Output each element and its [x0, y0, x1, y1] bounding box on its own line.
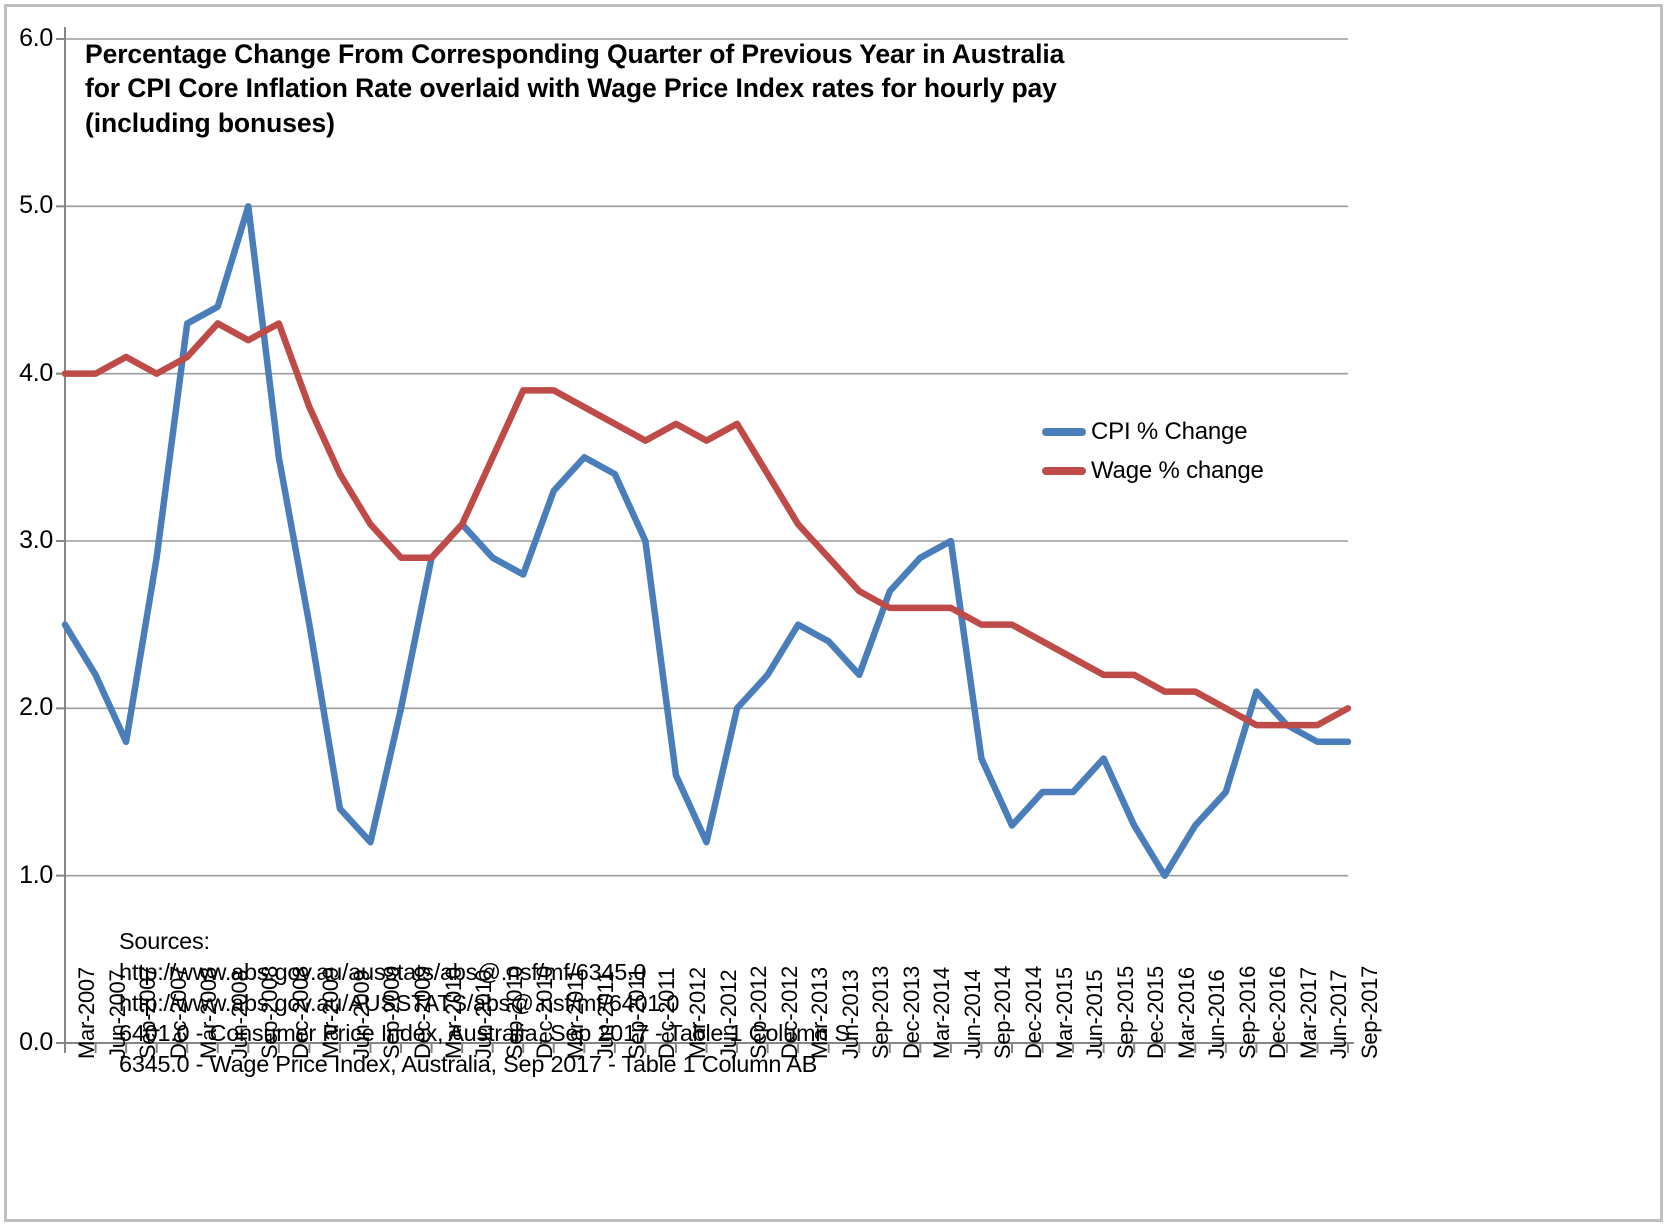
x-axis-tick-label: Dec-2007: [165, 966, 191, 1059]
x-axis-tick-label: Mar-2009: [318, 967, 344, 1059]
x-axis-tick-label: Jun-2008: [226, 969, 252, 1059]
x-axis-tick-label: Mar-2012: [684, 967, 710, 1059]
x-axis-tick-label: Sep-2007: [135, 965, 161, 1059]
y-axis-tick-label: 4.0: [19, 358, 53, 387]
x-axis-tick-label: Sep-2016: [1234, 965, 1260, 1059]
x-axis-tick-label: Dec-2015: [1143, 966, 1169, 1059]
x-axis-tick-label: Dec-2016: [1265, 966, 1291, 1059]
legend-item[interactable]: Wage % change: [1042, 452, 1302, 490]
x-axis-tick-label: Jun-2013: [837, 969, 863, 1059]
x-axis-tick-label: Sep-2010: [501, 965, 527, 1059]
y-axis-tick-label: 5.0: [19, 191, 53, 220]
chart-title-line: for CPI Core Inflation Rate overlaid wit…: [85, 73, 1057, 104]
y-axis-tick-label: 6.0: [19, 24, 53, 52]
x-axis-tick-label: Jun-2016: [1204, 969, 1230, 1059]
chart-plot-area: [56, 27, 1354, 1053]
sources-note: Sources: http://www.abs.gov.au/ausstats/…: [119, 928, 850, 1078]
x-axis-tick-label: Sep-2017: [1357, 965, 1382, 1059]
x-axis-tick-label: Sep-2011: [623, 967, 649, 1059]
legend-color-swatch: [1042, 428, 1086, 436]
x-axis-tick-label: Mar-2013: [807, 967, 833, 1059]
x-axis-tick-label: Jun-2009: [348, 969, 374, 1059]
x-axis-tick-label: Mar-2014: [929, 967, 955, 1059]
x-axis-tick-label: Sep-2013: [868, 965, 894, 1059]
y-axis-tick-label: 3.0: [19, 526, 53, 554]
x-axis-tick-label: Mar-2016: [1173, 967, 1199, 1059]
chart-legend: CPI % Change Wage % change: [1042, 413, 1302, 490]
y-axis-tick-label: 2.0: [19, 693, 53, 722]
x-axis-tick-label: Mar-2015: [1051, 967, 1077, 1059]
x-axis-tick-label: Jun-2014: [959, 969, 985, 1059]
x-axis-tick-label: Jun-2015: [1082, 969, 1108, 1059]
x-axis-tick-label: Dec-2011: [654, 967, 680, 1059]
x-axis-tick-label: Mar-2017: [1295, 967, 1321, 1059]
x-axis-tick-label: Mar-2007: [74, 967, 99, 1059]
chart-title-line: Percentage Change From Corresponding Qua…: [85, 39, 1065, 69]
x-axis-tick-label: Sep-2015: [1112, 965, 1138, 1059]
series-line: [61, 203, 1352, 879]
x-axis-tick-label: Mar-2010: [440, 967, 466, 1059]
x-axis-tick-label: Dec-2013: [898, 966, 924, 1059]
legend-label: CPI % Change: [1091, 418, 1248, 445]
x-axis-tick-label: Sep-2012: [746, 965, 772, 1059]
series-line: [61, 320, 1352, 729]
x-axis-tick-label: Jun-2011: [593, 971, 619, 1059]
x-axis-tick-label: Mar-2011: [562, 968, 588, 1059]
x-axis-tick-label: Jun-2012: [715, 969, 741, 1059]
x-axis-tick-label: Dec-2014: [1020, 966, 1046, 1059]
y-axis-tick-label: 0.0: [19, 1028, 53, 1056]
x-axis-tick-label: Dec-2010: [532, 966, 558, 1059]
x-axis-tick-label: Mar-2008: [196, 967, 222, 1059]
legend-item[interactable]: CPI % Change: [1042, 413, 1302, 451]
x-axis-tick-label: Dec-2008: [287, 966, 313, 1059]
x-axis-tick-label: Sep-2014: [990, 965, 1016, 1059]
x-axis-tick-label: Jun-2017: [1326, 969, 1352, 1059]
y-axis-tick-label: 1.0: [19, 860, 53, 889]
x-axis-tick-label: Jun-2010: [471, 969, 497, 1059]
chart-title-line: (including bonuses): [85, 107, 335, 138]
x-axis-tick-label: Dec-2012: [776, 966, 802, 1059]
legend-label: Wage % change: [1091, 457, 1264, 484]
chart-frame: Percentage Change From Corresponding Qua…: [4, 4, 1663, 1222]
x-axis-tick-label: Jun-2007: [104, 969, 130, 1059]
x-axis-tick-label: Dec-2009: [410, 966, 436, 1059]
x-axis-tick-label: Sep-2008: [257, 965, 283, 1059]
legend-color-swatch: [1042, 467, 1086, 475]
x-axis-tick-label: Sep-2009: [379, 965, 405, 1059]
chart-title: Percentage Change From Corresponding Qua…: [85, 37, 1455, 140]
